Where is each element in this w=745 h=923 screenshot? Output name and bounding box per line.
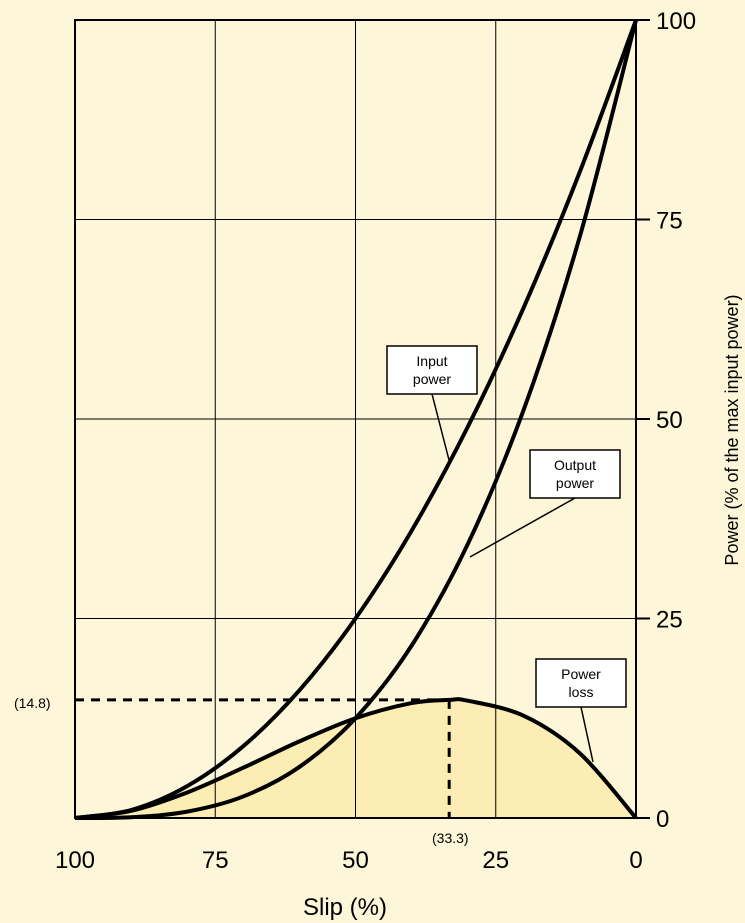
x-tick-labels: 100 75 50 25 0	[55, 847, 643, 874]
power-loss-callout-line2: loss	[569, 684, 594, 700]
y-tick-labels: 0 25 50 75 100	[656, 8, 696, 833]
x-tick-label: 0	[629, 847, 642, 874]
power-loss-leader	[580, 706, 594, 763]
peak-slip-value-label: (33.3)	[432, 830, 469, 846]
plot-frame	[74, 19, 637, 819]
grid	[75, 19, 650, 819]
input-power-callout-line2: power	[413, 371, 451, 387]
output-power-callout: Output power	[469, 449, 621, 558]
power-loss-line	[74, 697, 638, 820]
output-power-callout-line1: Output	[554, 457, 596, 473]
output-power-leader	[469, 497, 576, 558]
x-axis-title: Slip (%)	[303, 894, 387, 921]
y-tick-label: 75	[656, 208, 683, 235]
input-power-callout-line1: Input	[416, 353, 447, 369]
output-power-line	[74, 19, 638, 820]
input-power-callout: Input power	[386, 345, 478, 461]
power-loss-callout-box	[535, 658, 627, 708]
x-tick-label: 50	[342, 847, 369, 874]
input-power-line	[74, 19, 638, 820]
power-loss-callout: Power loss	[535, 658, 627, 763]
y-tick-label: 100	[656, 8, 696, 35]
y-tick-label: 25	[656, 607, 683, 634]
x-tick-label: 75	[202, 847, 229, 874]
x-tick-label: 25	[482, 847, 509, 874]
input-power-leader	[431, 393, 450, 461]
x-tick-label: 100	[55, 847, 95, 874]
power-loss-callout-line1: Power	[561, 666, 601, 682]
output-power-callout-line2: power	[556, 475, 594, 491]
y-tick-label: 50	[656, 407, 683, 434]
y-axis-title: Power (% of the max input power)	[722, 294, 742, 565]
y-tick-label: 0	[656, 806, 669, 833]
peak-loss-value-label: (14.8)	[14, 695, 51, 711]
